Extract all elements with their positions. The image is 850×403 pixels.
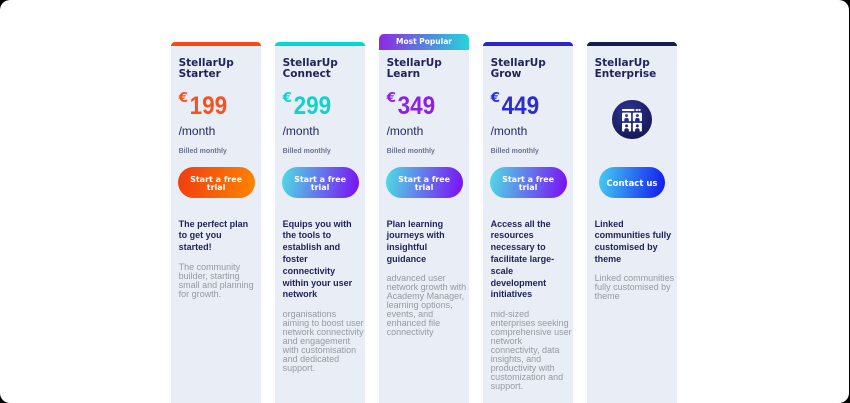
plan-description: mid-sized enterprises seeking comprehens… bbox=[490, 308, 572, 391]
card-body bbox=[482, 46, 574, 403]
card-accent-bar bbox=[170, 42, 262, 46]
plan-price: €199 bbox=[178, 89, 228, 120]
communities-icon bbox=[612, 99, 652, 139]
card-accent-bar bbox=[274, 42, 366, 46]
plan-price: €349 bbox=[386, 89, 436, 120]
plan-headline: Equips you with the tools to establish a… bbox=[282, 218, 353, 300]
most-popular-badge: Most Popular bbox=[378, 33, 470, 50]
billing-period: /month bbox=[282, 123, 320, 138]
card-body bbox=[170, 46, 262, 403]
currency-symbol: € bbox=[386, 89, 396, 106]
plan-headline: Linked communities fully customised by t… bbox=[594, 218, 672, 264]
card-accent-bar bbox=[586, 42, 678, 46]
card-accent-bar bbox=[482, 42, 574, 46]
card-body bbox=[274, 46, 366, 403]
currency-symbol: € bbox=[178, 89, 188, 106]
billing-period: /month bbox=[178, 123, 216, 138]
currency-symbol: € bbox=[490, 89, 500, 106]
billing-period: /month bbox=[386, 123, 424, 138]
billing-note: Billed monthly bbox=[178, 148, 227, 156]
plan-card-enterprise: StellarUp Enterprise Contact us Linked c… bbox=[586, 0, 678, 403]
billing-note: Billed monthly bbox=[490, 148, 539, 156]
price-amount: 299 bbox=[293, 91, 332, 120]
plan-card-grow: StellarUp Grow €449 /month Billed monthl… bbox=[482, 0, 574, 403]
start-free-trial-button[interactable]: Start a free trial bbox=[177, 166, 255, 198]
price-amount: 199 bbox=[189, 91, 228, 120]
price-amount: 449 bbox=[501, 91, 540, 120]
start-free-trial-button[interactable]: Start a free trial bbox=[385, 166, 463, 198]
plan-description: The community builder, starting small an… bbox=[178, 261, 254, 299]
plan-title: StellarUp Grow bbox=[490, 56, 546, 81]
plan-card-starter: StellarUp Starter €199 /month Billed mon… bbox=[170, 0, 262, 403]
billing-period: /month bbox=[490, 123, 528, 138]
plan-description: Linked communities fully customised by t… bbox=[594, 273, 675, 302]
contact-us-button[interactable]: Contact us bbox=[599, 166, 665, 198]
plan-card-learn: Most Popular StellarUp Learn €349 /month… bbox=[378, 0, 470, 403]
plan-headline: The perfect plan to get you started! bbox=[178, 218, 249, 253]
plan-price: €299 bbox=[282, 89, 332, 120]
plan-headline: Plan learning journeys with insightful g… bbox=[386, 218, 445, 264]
price-amount: 349 bbox=[397, 91, 436, 120]
start-free-trial-button[interactable]: Start a free trial bbox=[281, 166, 359, 198]
plan-description: advanced user network growth with Academ… bbox=[386, 273, 467, 338]
plan-headline: Access all the resources necessary to fa… bbox=[490, 218, 555, 300]
plan-card-connect: StellarUp Connect €299 /month Billed mon… bbox=[274, 0, 366, 403]
plan-title: StellarUp Starter bbox=[178, 56, 234, 81]
start-free-trial-button[interactable]: Start a free trial bbox=[489, 166, 567, 198]
plan-title: StellarUp Connect bbox=[282, 56, 338, 81]
plan-title: StellarUp Learn bbox=[386, 56, 442, 81]
billing-note: Billed monthly bbox=[282, 148, 331, 156]
card-body bbox=[378, 50, 470, 403]
plan-title: StellarUp Enterprise bbox=[594, 56, 657, 81]
plan-description: organisations aiming to boost user netwo… bbox=[282, 308, 364, 373]
plan-price: €449 bbox=[490, 89, 540, 120]
billing-note: Billed monthly bbox=[386, 148, 435, 156]
currency-symbol: € bbox=[282, 89, 292, 106]
